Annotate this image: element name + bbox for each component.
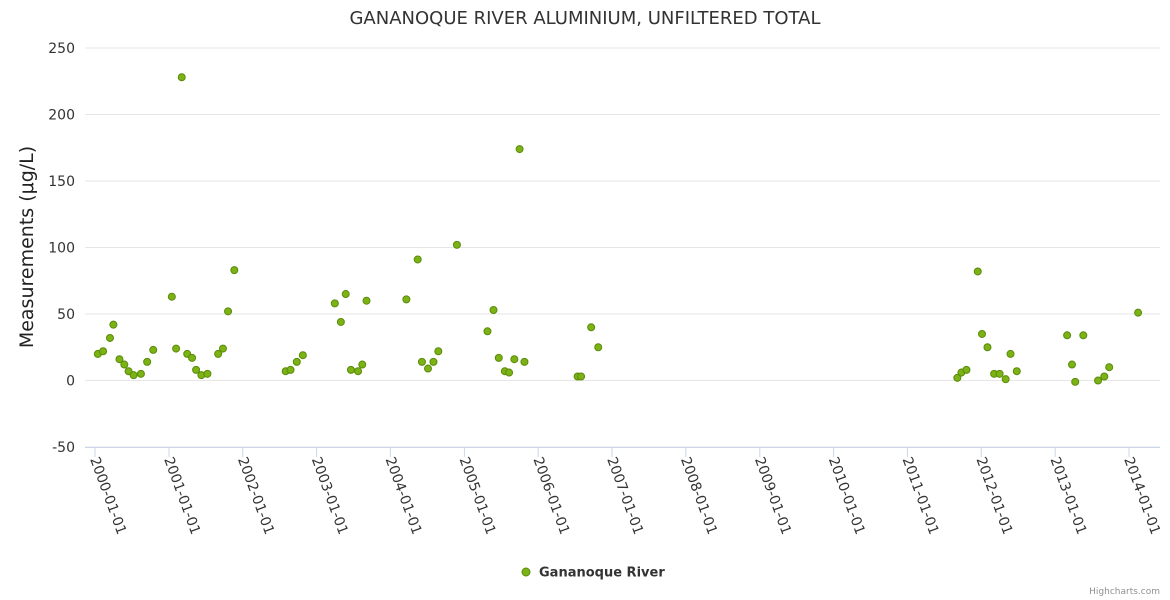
data-point[interactable]	[192, 365, 201, 374]
data-point[interactable]	[434, 347, 443, 356]
data-point[interactable]	[188, 353, 197, 362]
data-point[interactable]	[1006, 349, 1015, 358]
data-point[interactable]	[1067, 360, 1076, 369]
x-tick-label: 2013-01-01	[1046, 455, 1089, 537]
data-point[interactable]	[983, 343, 992, 352]
data-point[interactable]	[995, 369, 1004, 378]
data-point[interactable]	[483, 327, 492, 336]
x-tick-label: 2006-01-01	[529, 455, 572, 537]
x-tick-label: 2004-01-01	[382, 455, 425, 537]
data-point[interactable]	[1134, 308, 1143, 317]
data-point[interactable]	[577, 372, 586, 381]
y-tick-label: 0	[66, 374, 75, 390]
y-axis-ticks: 250 200 150 100 50 0 -50	[48, 41, 75, 456]
data-point[interactable]	[587, 323, 596, 332]
data-point[interactable]	[1063, 331, 1072, 340]
credits-link[interactable]: Highcharts.com	[1089, 587, 1160, 597]
data-point[interactable]	[962, 365, 971, 374]
grid-lines	[85, 47, 1160, 448]
data-point[interactable]	[336, 317, 345, 326]
x-tick-label: 2002-01-01	[234, 455, 277, 537]
data-point[interactable]	[1094, 376, 1103, 385]
legend-marker	[521, 567, 531, 577]
x-tick-label: 2000-01-01	[86, 455, 129, 537]
data-point[interactable]	[594, 343, 603, 352]
data-point[interactable]	[172, 344, 181, 353]
data-point[interactable]	[203, 369, 212, 378]
data-point[interactable]	[413, 255, 422, 264]
data-point[interactable]	[978, 329, 987, 338]
x-tick-label: 2009-01-01	[751, 455, 794, 537]
data-point[interactable]	[1079, 331, 1088, 340]
data-point[interactable]	[505, 368, 514, 377]
data-point[interactable]	[1100, 372, 1109, 381]
data-point[interactable]	[224, 307, 233, 316]
data-point[interactable]	[354, 367, 363, 376]
data-point[interactable]	[214, 349, 223, 358]
y-tick-label: 100	[48, 241, 75, 257]
data-point[interactable]	[1012, 367, 1021, 376]
data-point[interactable]	[143, 357, 152, 366]
y-tick-label: -50	[52, 440, 75, 456]
legend-label: Gananoque River	[539, 566, 665, 581]
data-point[interactable]	[292, 357, 301, 366]
data-point[interactable]	[120, 360, 129, 369]
y-tick-label: 250	[48, 41, 75, 57]
data-point[interactable]	[424, 364, 433, 373]
data-point[interactable]	[402, 295, 411, 304]
data-point[interactable]	[115, 355, 124, 364]
data-point[interactable]	[953, 373, 962, 382]
data-point[interactable]	[362, 296, 371, 305]
data-point[interactable]	[230, 266, 239, 275]
data-point[interactable]	[218, 344, 227, 353]
data-point[interactable]	[136, 369, 145, 378]
data-point[interactable]	[99, 347, 108, 356]
data-point[interactable]	[1105, 363, 1114, 372]
data-point[interactable]	[973, 267, 982, 276]
y-tick-label: 200	[48, 108, 75, 124]
legend[interactable]: Gananoque River	[521, 566, 665, 581]
chart-title: GANANOQUE RIVER ALUMINIUM, UNFILTERED TO…	[349, 8, 820, 29]
data-point[interactable]	[510, 355, 519, 364]
data-point[interactable]	[105, 333, 114, 342]
data-point[interactable]	[177, 73, 186, 82]
data-point[interactable]	[429, 357, 438, 366]
data-point[interactable]	[109, 320, 118, 329]
data-point[interactable]	[1001, 375, 1010, 384]
data-point[interactable]	[1071, 377, 1080, 386]
data-point[interactable]	[298, 351, 307, 360]
data-point[interactable]	[452, 240, 461, 249]
data-point[interactable]	[494, 353, 503, 362]
x-tick-label: 2010-01-01	[825, 455, 868, 537]
data-point[interactable]	[520, 357, 529, 366]
y-tick-label: 50	[57, 307, 75, 323]
data-point[interactable]	[149, 345, 158, 354]
y-tick-label: 150	[48, 174, 75, 190]
x-tick-label: 2003-01-01	[308, 455, 351, 537]
data-point[interactable]	[358, 360, 367, 369]
data-point[interactable]	[515, 145, 524, 154]
x-axis: 2000-01-01 2001-01-01 2002-01-01 2003-01-01…	[85, 447, 1163, 537]
data-point[interactable]	[330, 299, 339, 308]
data-point[interactable]	[129, 371, 138, 380]
x-tick-label: 2012-01-01	[972, 455, 1015, 537]
x-tick-label: 2001-01-01	[160, 455, 203, 537]
data-point[interactable]	[286, 365, 295, 374]
y-axis-label: Measurements (μg/L)	[16, 146, 38, 348]
x-tick-label: 2005-01-01	[456, 455, 499, 537]
x-tick-label: 2011-01-01	[899, 455, 942, 537]
x-tick-label: 2008-01-01	[677, 455, 720, 537]
data-point[interactable]	[346, 365, 355, 374]
data-point[interactable]	[489, 306, 498, 315]
data-point[interactable]	[341, 290, 350, 299]
data-point[interactable]	[167, 292, 176, 301]
x-tick-label: 2014-01-01	[1120, 455, 1163, 537]
data-points	[93, 73, 1143, 386]
data-point[interactable]	[417, 357, 426, 366]
x-tick-label: 2007-01-01	[603, 455, 646, 537]
